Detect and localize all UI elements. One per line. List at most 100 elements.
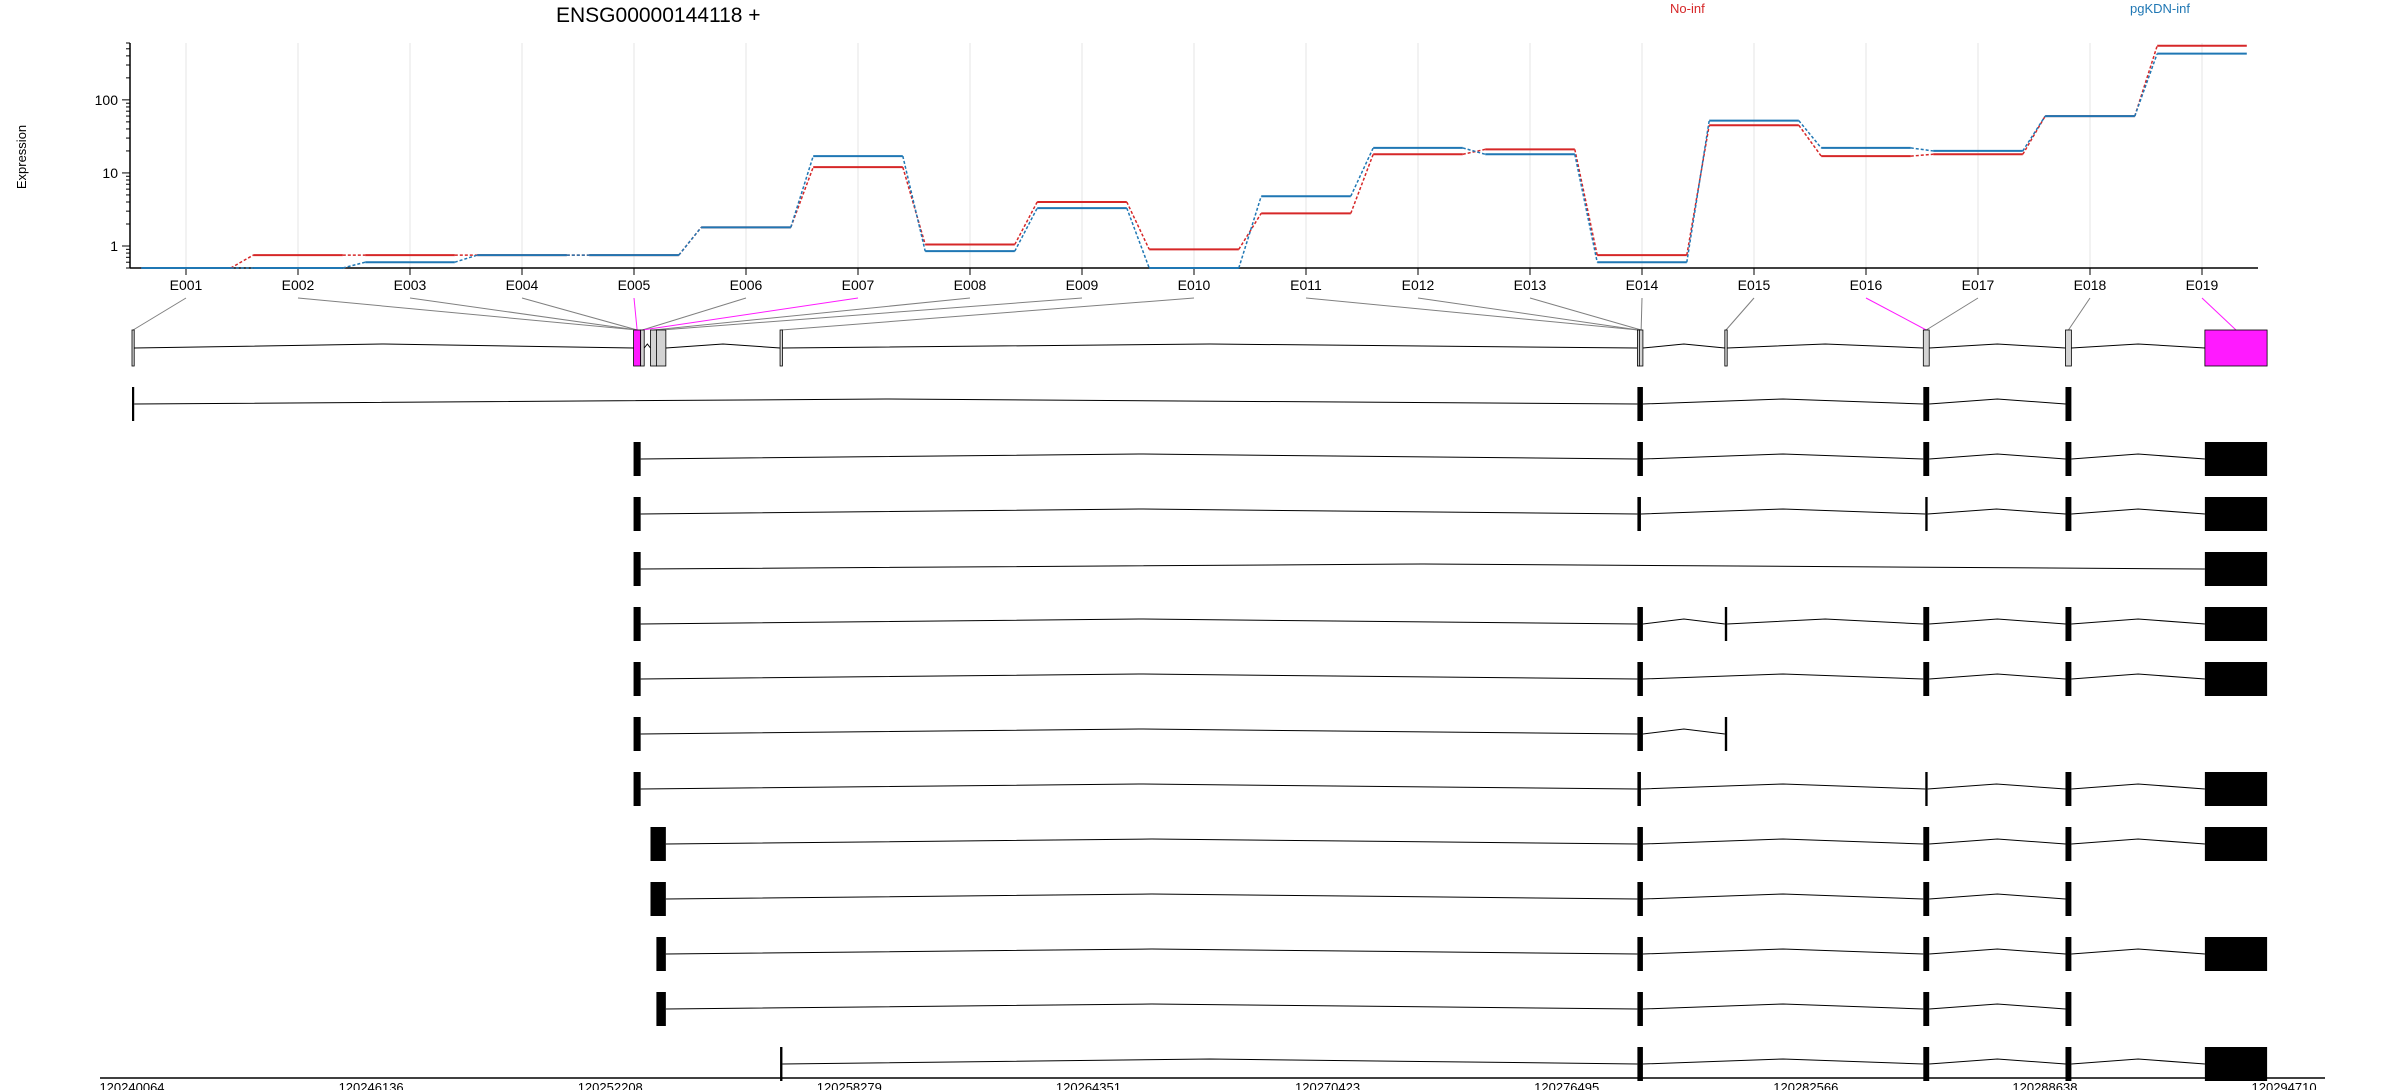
transcript-exon <box>2065 607 2072 641</box>
x-tick-label: E010 <box>1178 277 1211 293</box>
intron-line <box>640 618 1638 625</box>
intron-line <box>643 343 651 349</box>
x-tick-label: E015 <box>1738 277 1771 293</box>
genomic-tick-label: 120276495 <box>1534 1080 1599 1090</box>
intron-line <box>1642 1058 1924 1065</box>
x-tick-label: E016 <box>1850 277 1883 293</box>
intron-line <box>1929 453 2066 460</box>
intron-line <box>1927 783 2066 790</box>
y-axis: 1 10 100 <box>95 42 131 269</box>
x-tick-label: E017 <box>1962 277 1995 293</box>
series-0-connector <box>1910 153 1934 157</box>
genomic-tick-label: 120282566 <box>1773 1080 1838 1090</box>
intron-line <box>1929 618 2066 625</box>
x-tick-label: E013 <box>1514 277 1547 293</box>
intron-line <box>640 508 1638 515</box>
series-0-connector <box>790 166 814 228</box>
intron-line <box>2071 948 2205 955</box>
transcript-exon <box>780 1047 783 1081</box>
transcript-exon <box>1637 442 1643 476</box>
transcript-exon <box>2065 442 2072 476</box>
transcript-exon <box>2204 497 2268 531</box>
intron-line <box>1727 618 1924 625</box>
series-1-connector <box>1014 207 1038 252</box>
transcript-exon <box>633 607 641 641</box>
gene-model-exon <box>633 329 642 367</box>
transcript-exon <box>1637 882 1643 916</box>
series-1-connector <box>790 155 814 228</box>
transcripts <box>132 387 2268 1081</box>
transcript-exon <box>1923 882 1930 916</box>
transcript-exon <box>633 552 641 586</box>
intron-line <box>134 343 634 349</box>
transcript-exon <box>1637 387 1643 421</box>
series-1-connector <box>1910 147 1934 152</box>
intron-line <box>1642 1003 1924 1010</box>
bin-exon-link <box>1640 297 1643 331</box>
series-1-connector <box>1462 147 1486 156</box>
transcript-exon <box>2065 772 2072 806</box>
series-0-connector <box>1798 124 1822 157</box>
genomic-axis: 120240064 120246136 120252208 120258279 1202… <box>99 1077 2325 1090</box>
transcript-exon <box>1637 1047 1643 1081</box>
gene-model-exon <box>1638 329 1644 367</box>
genomic-tick-label: 120246136 <box>339 1080 404 1090</box>
legend-pgkdn-inf: pgKDN-inf <box>2130 1 2190 16</box>
transcript-exon <box>633 772 641 806</box>
intron-line <box>1642 618 1725 625</box>
transcript-exon <box>633 662 641 696</box>
transcript-exon <box>656 937 666 971</box>
series-0-connector <box>1350 154 1374 214</box>
transcript-exon <box>2065 937 2072 971</box>
intron-line <box>665 343 781 349</box>
intron-line <box>2071 453 2205 460</box>
series-1-connector <box>2022 115 2046 152</box>
bin-exon-link <box>661 297 1083 331</box>
grid-lines <box>185 43 2203 268</box>
y-axis-label: Expression <box>14 125 29 189</box>
transcript-exon <box>1724 607 1728 641</box>
bin-exon-link <box>2068 297 2091 331</box>
intron-line <box>1642 343 1725 349</box>
intron-line <box>640 728 1638 735</box>
transcript-exon <box>1637 497 1641 531</box>
intron-line <box>2071 1058 2205 1065</box>
series-1-connector <box>1574 154 1598 263</box>
series-0-connector <box>1014 201 1038 245</box>
transcript-exon <box>1637 992 1643 1026</box>
x-axis: E001 E002 E003 E004 E005 E006 E007 E008 E009 E010… <box>130 267 2258 293</box>
intron-line <box>2071 618 2205 625</box>
intron-line <box>1642 893 1924 900</box>
intron-line <box>1642 398 1924 405</box>
series-1-connector <box>1686 120 1710 263</box>
transcript-exon <box>650 827 666 861</box>
transcript-exon <box>1637 607 1643 641</box>
genomic-tick-label: 120270423 <box>1295 1080 1360 1090</box>
bin-exon-link <box>1925 297 1979 331</box>
intron-line <box>1929 893 2066 900</box>
transcript-exon <box>656 992 666 1026</box>
series-0-connector <box>1574 149 1598 256</box>
intron-line <box>1642 453 1924 460</box>
series-lines <box>141 44 2247 269</box>
series-1-connector <box>678 226 702 256</box>
series-1-connector <box>1350 147 1374 197</box>
bin-exon-link <box>409 297 638 331</box>
series-1-connector <box>1798 120 1822 149</box>
intron-line <box>1929 398 2066 405</box>
transcript-exon <box>2204 937 2268 971</box>
intron-line <box>782 343 1638 349</box>
intron-line <box>640 783 1638 790</box>
bin-exon-link <box>633 297 638 331</box>
intron-line <box>1929 948 2066 955</box>
intron-line <box>1642 838 1924 845</box>
bin-exon-link <box>781 297 1195 331</box>
legend-no-inf: No-inf <box>1670 1 1705 16</box>
bin-exon-link <box>1305 297 1639 331</box>
transcript-exon <box>650 882 666 916</box>
transcript-exon <box>1925 497 1928 531</box>
series-0-connector <box>1238 212 1262 250</box>
y-tick-label: 1 <box>110 238 118 254</box>
transcript-exon <box>132 387 135 421</box>
